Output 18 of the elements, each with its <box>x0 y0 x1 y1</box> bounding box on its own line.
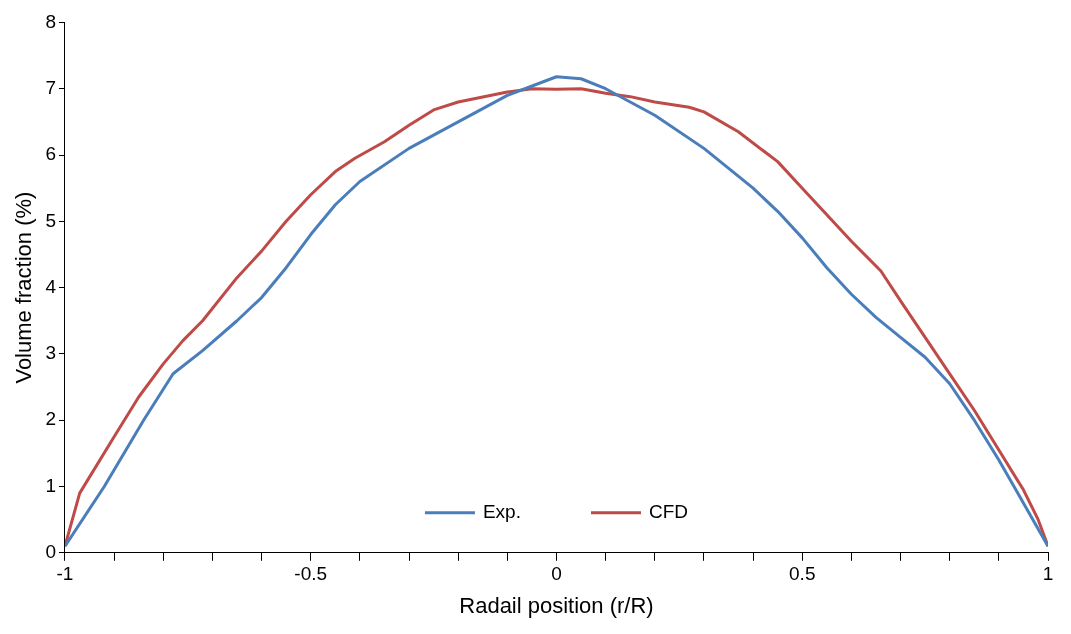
y-axis-title: Volume fraction (%) <box>11 191 37 384</box>
legend-label: Exp. <box>482 501 521 523</box>
y-tick-label: 8 <box>45 10 56 32</box>
y-tick-label: 0 <box>45 541 56 563</box>
x-axis-title: Radail position (r/R) <box>459 592 654 618</box>
y-tick-label: 3 <box>45 342 56 364</box>
x-tick-label: 0.5 <box>789 563 816 585</box>
x-tick-label: -1 <box>56 563 74 585</box>
y-tick-label: 6 <box>45 143 56 165</box>
y-tick-label: 2 <box>45 408 56 430</box>
x-tick-label: 0 <box>551 563 562 585</box>
legend-label: CFD <box>648 501 689 523</box>
y-tick-label: 1 <box>45 474 56 496</box>
y-tick-label: 4 <box>45 275 57 297</box>
y-tick-label: 5 <box>45 209 56 231</box>
x-tick-label: -0.5 <box>294 563 328 585</box>
x-tick-label: 1 <box>1042 563 1054 585</box>
y-tick-label: 7 <box>45 76 56 98</box>
